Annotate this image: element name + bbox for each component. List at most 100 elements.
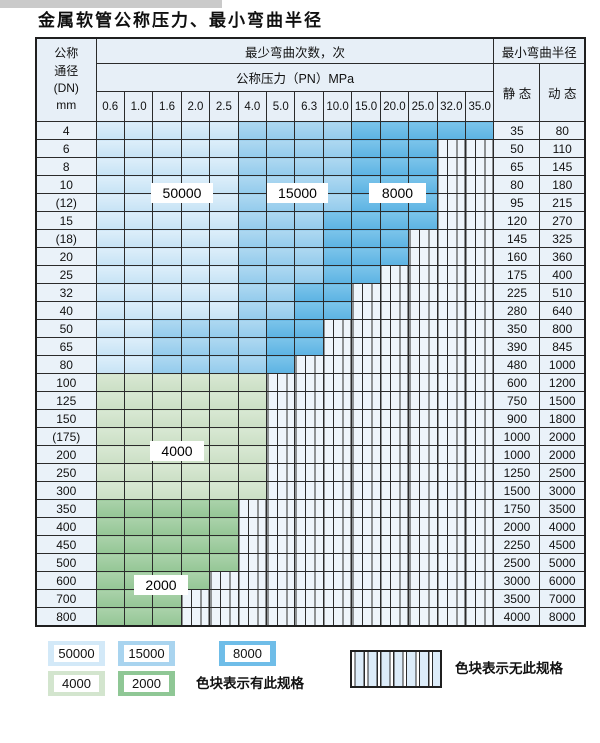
zone-cell-20.0 — [379, 283, 410, 302]
zone-cell-6.3 — [294, 589, 324, 608]
zone-cell-35.0 — [464, 211, 495, 230]
zone-cell-0.6 — [95, 463, 125, 482]
table-row-dn-20: 20 160 360 — [35, 247, 586, 266]
zone-cell-15.0 — [351, 607, 381, 627]
zone-cell-15.0 — [351, 121, 381, 140]
zone-cell-2.5 — [209, 481, 239, 500]
zone-cell-1.0 — [123, 481, 154, 500]
zone-cell-32.0 — [436, 553, 466, 572]
zone-cell-32.0 — [436, 571, 466, 590]
zone-cell-35.0 — [464, 571, 495, 590]
zone-cell-25.0 — [408, 553, 438, 572]
legend-swatch-15000: 15000 — [118, 641, 175, 666]
zone-cell-15.0 — [351, 517, 381, 536]
zone-cell-25.0 — [408, 121, 438, 140]
dn-cell: 8 — [35, 157, 97, 176]
dynamic-radius-cell: 845 — [539, 337, 586, 356]
zone-cell-10.0 — [322, 463, 353, 482]
dn-cell: 4 — [35, 121, 97, 140]
zone-cell-1.6 — [152, 409, 182, 428]
zone-cell-32.0 — [436, 301, 466, 320]
zone-cell-1.0 — [123, 553, 154, 572]
zone-cell-10.0 — [322, 247, 353, 266]
zone-cell-5.0 — [266, 265, 296, 284]
zone-cell-5.0 — [266, 157, 296, 176]
pressure-tick-20.0: 20.0 — [379, 91, 410, 122]
zone-cell-4.0 — [237, 283, 268, 302]
zone-cell-25.0 — [408, 589, 438, 608]
zone-cell-1.6 — [152, 121, 182, 140]
zone-cell-1.0 — [123, 607, 154, 627]
zone-cell-10.0 — [322, 355, 353, 374]
zone-cell-25.0 — [408, 157, 438, 176]
zone-cell-32.0 — [436, 517, 466, 536]
zone-cell-2.5 — [209, 337, 239, 356]
static-column-header: 静 态 — [493, 63, 541, 122]
zone-cell-35.0 — [464, 283, 495, 302]
zone-cell-4.0 — [237, 589, 268, 608]
zone-cell-20.0 — [379, 373, 410, 392]
zone-cell-20.0 — [379, 607, 410, 627]
spec-table: 公称 通径 (DN) mm 最少弯曲次数，次 最小弯曲半径 公称压力（PN）MP… — [35, 37, 586, 627]
zone-cell-15.0 — [351, 553, 381, 572]
zone-cell-35.0 — [464, 499, 495, 518]
zone-cell-1.0 — [123, 535, 154, 554]
zone-cell-2.0 — [180, 499, 211, 518]
page-title: 金属软管公称压力、最小弯曲半径 — [38, 11, 323, 31]
zone-cell-5.0 — [266, 553, 296, 572]
zone-cell-1.0 — [123, 337, 154, 356]
zone-cell-4.0 — [237, 373, 268, 392]
zone-cell-35.0 — [464, 301, 495, 320]
pressure-tick-1.6: 1.6 — [152, 91, 182, 122]
table-row-dn-40: 40 280 640 — [35, 301, 586, 320]
pressure-tick-32.0: 32.0 — [436, 91, 466, 122]
zone-cell-2.5 — [209, 265, 239, 284]
static-radius-cell: 225 — [493, 283, 541, 302]
dn-cell: (18) — [35, 229, 97, 248]
zone-cell-10.0 — [322, 283, 353, 302]
zone-cell-4.0 — [237, 607, 268, 627]
zone-cell-10.0 — [322, 481, 353, 500]
zone-cell-6.3 — [294, 463, 324, 482]
table-row-dn-150: 150 900 1800 — [35, 409, 586, 428]
static-radius-cell: 95 — [493, 193, 541, 212]
zone-cell-0.6 — [95, 607, 125, 627]
zone-cell-6.3 — [294, 283, 324, 302]
zone-cell-5.0 — [266, 337, 296, 356]
dn-cell: 200 — [35, 445, 97, 464]
zone-cell-15.0 — [351, 337, 381, 356]
table-row-dn-600: 600 3000 6000 — [35, 571, 586, 590]
zone-cell-15.0 — [351, 499, 381, 518]
zone-cell-2.5 — [209, 517, 239, 536]
static-radius-cell: 35 — [493, 121, 541, 140]
static-radius-cell: 50 — [493, 139, 541, 158]
zone-cell-35.0 — [464, 481, 495, 500]
dynamic-radius-cell: 180 — [539, 175, 586, 194]
bend-radius-header: 最小弯曲半径 — [493, 37, 586, 64]
zone-cell-0.6 — [95, 229, 125, 248]
zone-cell-0.6 — [95, 571, 125, 590]
pressure-header: 公称压力（PN）MPa — [95, 63, 495, 92]
zone-cell-2.0 — [180, 553, 211, 572]
dn-cell: 450 — [35, 535, 97, 554]
zone-cell-10.0 — [322, 535, 353, 554]
zone-cell-2.5 — [209, 409, 239, 428]
zone-cell-1.6 — [152, 301, 182, 320]
zone-cell-15.0 — [351, 463, 381, 482]
zone-cell-5.0 — [266, 229, 296, 248]
static-radius-cell: 750 — [493, 391, 541, 410]
zone-cell-15.0 — [351, 571, 381, 590]
zone-cell-6.3 — [294, 535, 324, 554]
zone-cell-1.6 — [152, 517, 182, 536]
zone-cell-1.6 — [152, 463, 182, 482]
zone-cell-35.0 — [464, 247, 495, 266]
dynamic-radius-cell: 640 — [539, 301, 586, 320]
zone-cell-5.0 — [266, 391, 296, 410]
zone-cell-2.5 — [209, 445, 239, 464]
zone-cell-32.0 — [436, 337, 466, 356]
zone-cell-2.0 — [180, 589, 211, 608]
zone-cell-4.0 — [237, 463, 268, 482]
legend-no-spec-swatch — [350, 650, 442, 688]
zone-cell-2.5 — [209, 121, 239, 140]
zone-cell-32.0 — [436, 229, 466, 248]
